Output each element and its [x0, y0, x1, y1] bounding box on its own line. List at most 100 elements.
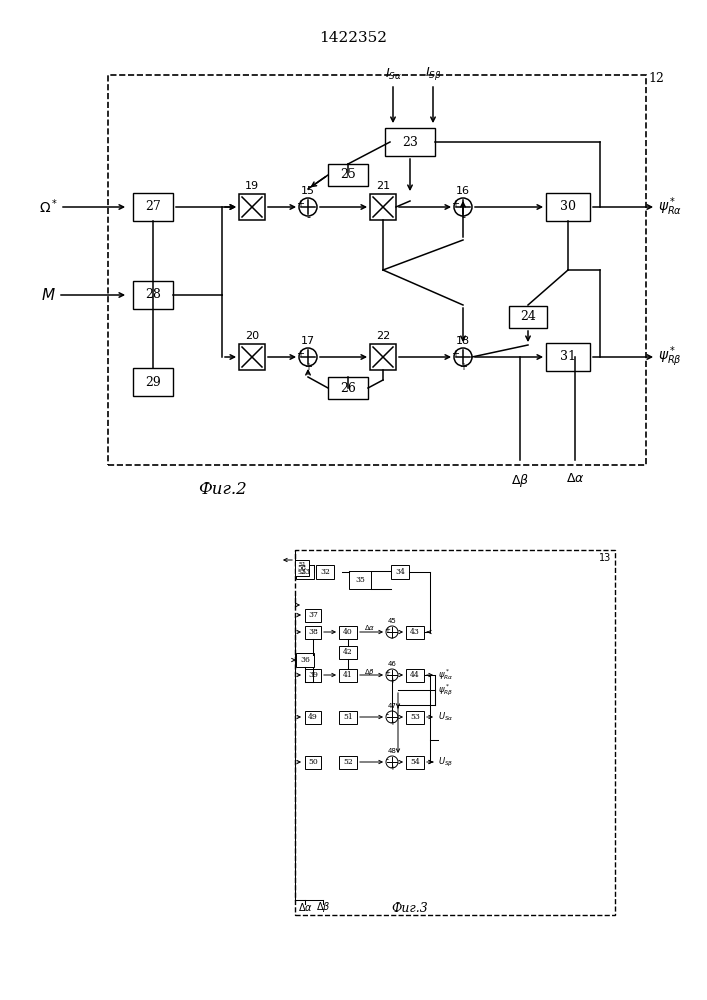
Text: $I_{S\beta}$: $I_{S\beta}$	[425, 65, 441, 82]
Text: $\Delta\beta$: $\Delta\beta$	[511, 472, 529, 489]
Text: +: +	[451, 349, 459, 359]
FancyBboxPatch shape	[305, 626, 321, 639]
Text: $\Delta\alpha$: $\Delta\alpha$	[566, 472, 584, 485]
Text: 15: 15	[301, 186, 315, 196]
FancyBboxPatch shape	[406, 710, 424, 724]
FancyBboxPatch shape	[296, 653, 314, 667]
FancyBboxPatch shape	[296, 565, 314, 579]
Text: $\Delta\alpha$: $\Delta\alpha$	[364, 624, 375, 633]
Bar	[108, 75, 646, 465]
Text: 1422352: 1422352	[319, 31, 387, 45]
FancyBboxPatch shape	[339, 646, 357, 658]
Text: $\psi^*_{R\alpha}$: $\psi^*_{R\alpha}$	[658, 196, 682, 218]
Text: $\psi^*_{R\beta}$: $\psi^*_{R\beta}$	[658, 345, 682, 369]
Text: 49: 49	[308, 713, 318, 721]
Text: 58: 58	[298, 564, 307, 572]
FancyBboxPatch shape	[133, 281, 173, 309]
Text: Фиг.3: Фиг.3	[392, 902, 428, 914]
Text: +: +	[296, 199, 304, 209]
Text: 32: 32	[320, 568, 330, 576]
FancyBboxPatch shape	[339, 710, 357, 724]
FancyBboxPatch shape	[370, 344, 396, 370]
Text: 27: 27	[145, 200, 161, 214]
Text: +: +	[451, 199, 459, 209]
Text: 12: 12	[648, 72, 664, 85]
Text: 51: 51	[298, 562, 306, 566]
Text: +: +	[459, 362, 467, 372]
Text: 42: 42	[343, 648, 353, 656]
Text: $\mathit{M}$: $\mathit{M}$	[41, 287, 56, 303]
Text: 21: 21	[376, 181, 390, 191]
FancyBboxPatch shape	[239, 344, 265, 370]
FancyBboxPatch shape	[239, 194, 265, 220]
Bar	[295, 550, 615, 915]
Text: 52: 52	[343, 758, 353, 766]
Text: 31: 31	[560, 351, 576, 363]
FancyBboxPatch shape	[133, 368, 173, 396]
FancyBboxPatch shape	[385, 128, 435, 156]
Text: -: -	[306, 212, 310, 222]
Text: 35: 35	[355, 576, 365, 584]
Text: +: +	[389, 678, 395, 684]
Text: 53: 53	[410, 713, 420, 721]
Text: 51: 51	[343, 713, 353, 721]
FancyBboxPatch shape	[370, 194, 396, 220]
Text: 18: 18	[456, 336, 470, 346]
Text: $\psi^*_{R\beta}$: $\psi^*_{R\beta}$	[438, 682, 453, 698]
Text: $U_{S\alpha}$: $U_{S\alpha}$	[438, 711, 454, 723]
Text: 30: 30	[560, 200, 576, 214]
Text: -: -	[461, 212, 465, 222]
Text: 29: 29	[145, 375, 161, 388]
Text: 48: 48	[387, 748, 397, 754]
Text: 19: 19	[245, 181, 259, 191]
Text: 44: 44	[410, 671, 420, 679]
Text: -: -	[385, 710, 389, 720]
Text: 52: 52	[298, 570, 306, 574]
FancyBboxPatch shape	[406, 668, 424, 682]
Text: +: +	[389, 720, 395, 726]
Text: 46: 46	[387, 661, 397, 667]
Text: +: +	[384, 627, 390, 633]
FancyBboxPatch shape	[305, 668, 321, 682]
Text: 26: 26	[340, 381, 356, 394]
Text: $I_{S\alpha}$: $I_{S\alpha}$	[385, 67, 402, 82]
FancyBboxPatch shape	[406, 756, 424, 768]
Text: 38: 38	[308, 628, 318, 636]
FancyBboxPatch shape	[339, 668, 357, 682]
Text: $U_{S\beta}$: $U_{S\beta}$	[438, 755, 453, 769]
Text: 23: 23	[402, 135, 418, 148]
FancyBboxPatch shape	[295, 560, 309, 576]
FancyBboxPatch shape	[391, 565, 409, 579]
Text: -: -	[391, 635, 393, 641]
FancyBboxPatch shape	[406, 626, 424, 639]
Text: 25: 25	[340, 168, 356, 182]
FancyBboxPatch shape	[133, 193, 173, 221]
FancyBboxPatch shape	[349, 571, 371, 589]
Text: +: +	[304, 362, 312, 372]
Text: 13: 13	[599, 553, 611, 563]
Text: $\Delta\beta$: $\Delta\beta$	[316, 900, 330, 914]
Text: 20: 20	[245, 331, 259, 341]
Text: 37: 37	[308, 611, 318, 619]
Text: 41: 41	[343, 671, 353, 679]
FancyBboxPatch shape	[546, 193, 590, 221]
FancyBboxPatch shape	[305, 608, 321, 621]
Text: 22: 22	[376, 331, 390, 341]
FancyBboxPatch shape	[305, 710, 321, 724]
Text: -: -	[385, 756, 389, 764]
Text: 43: 43	[410, 628, 420, 636]
FancyBboxPatch shape	[328, 377, 368, 399]
Text: 34: 34	[395, 568, 405, 576]
Text: $\Delta\alpha$: $\Delta\alpha$	[298, 901, 312, 913]
Text: +: +	[384, 670, 390, 676]
Text: 40: 40	[343, 628, 353, 636]
Text: $\psi^*_{R\alpha}$: $\psi^*_{R\alpha}$	[438, 668, 453, 682]
Text: 24: 24	[520, 310, 536, 324]
Text: 45: 45	[387, 618, 397, 624]
Text: +: +	[389, 765, 395, 771]
Text: 28: 28	[145, 288, 161, 302]
Text: 36: 36	[300, 656, 310, 664]
FancyBboxPatch shape	[509, 306, 547, 328]
FancyBboxPatch shape	[316, 565, 334, 579]
Text: 33: 33	[300, 568, 310, 576]
